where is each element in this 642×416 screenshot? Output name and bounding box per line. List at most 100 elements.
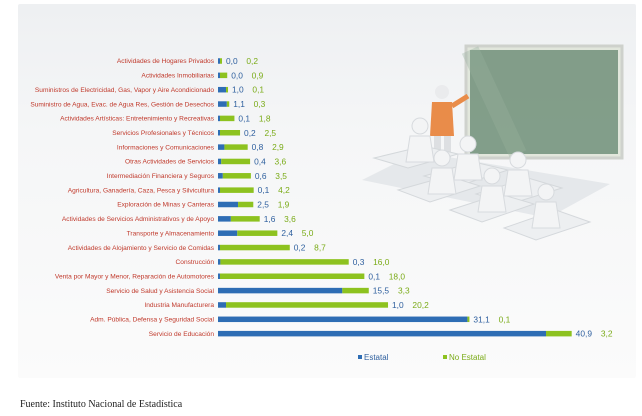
value-label-no-estatal: 3,2 [601, 329, 613, 339]
category-label: Suministro de Agua, Evac. de Agua Res, G… [30, 101, 214, 108]
legend-label: No Estatal [449, 353, 486, 362]
bar-estatal [218, 144, 225, 150]
value-label-estatal: 0,3 [353, 257, 365, 267]
bar-no-estatal [220, 259, 349, 265]
source-note: Fuente: Instituto Nacional de Estadístic… [20, 399, 183, 410]
value-label-no-estatal: 18,0 [389, 271, 406, 281]
value-label-no-estatal: 3,6 [284, 214, 296, 224]
value-label-estatal: 31,1 [473, 314, 490, 324]
category-label: Actividades Inmobiliarias [141, 73, 214, 80]
bar-estatal [218, 58, 220, 64]
value-label-estatal: 0,2 [294, 243, 306, 253]
category-label: Servicio de Salud y Asistencia Social [106, 288, 214, 295]
bar-no-estatal [230, 216, 260, 222]
category-label: Otras Actividades de Servicios [125, 159, 215, 166]
bar-estatal [218, 230, 238, 236]
bar-estatal [218, 72, 220, 79]
bar-estatal [218, 287, 343, 294]
category-label: Servicio de Educación [149, 331, 215, 338]
value-label-no-estatal: 8,7 [314, 243, 326, 253]
category-label: Exploración de Minas y Canteras [117, 202, 214, 209]
category-label: Construcción [176, 259, 215, 266]
bar-estatal [218, 115, 220, 122]
bar-estatal [218, 244, 220, 251]
value-label-estatal: 1,0 [392, 300, 404, 310]
bar-estatal [218, 259, 221, 265]
value-label-estatal: 0,1 [238, 113, 250, 123]
category-label: Industria Manufacturera [144, 302, 214, 309]
value-label-no-estatal: 0,2 [246, 56, 258, 66]
value-label-no-estatal: 0,9 [252, 70, 264, 80]
value-label-no-estatal: 2,5 [264, 128, 276, 138]
category-label: Informaciones y Comunicaciones [117, 144, 215, 151]
category-label: Transporte y Almacenamiento [127, 230, 215, 237]
value-label-estatal: 0,1 [368, 271, 380, 281]
bar-no-estatal [226, 86, 229, 93]
bar-no-estatal [342, 287, 369, 294]
bar-estatal [218, 173, 223, 179]
bar-estatal [218, 201, 239, 208]
category-label: Intermediación Financiera y Seguros [107, 173, 215, 180]
bar-estatal [218, 158, 222, 165]
bar-no-estatal [220, 130, 241, 136]
bar-no-estatal [220, 58, 222, 64]
value-label-estatal: 1,0 [232, 85, 244, 95]
bar-no-estatal [226, 101, 230, 107]
value-label-estatal: 0,4 [254, 156, 266, 166]
category-label: Actividades de Hogares Privados [117, 58, 215, 65]
bar-no-estatal [238, 201, 254, 208]
value-label-estatal: 0,0 [226, 56, 238, 66]
category-label: Actividades Artísticas: Entretenimiento … [60, 116, 215, 123]
bar-no-estatal [224, 144, 248, 150]
bar-no-estatal [221, 158, 251, 165]
value-label-estatal: 2,5 [257, 200, 269, 210]
value-label-no-estatal: 0,3 [254, 99, 266, 109]
bar-estatal [218, 130, 220, 136]
value-label-no-estatal: 0,1 [499, 314, 511, 324]
value-label-no-estatal: 0,1 [252, 85, 264, 95]
category-label: Suministros de Electricidad, Gas, Vapor … [35, 87, 214, 94]
category-label: Actividades de Servicios Administrativos… [62, 216, 214, 223]
value-label-no-estatal: 1,8 [259, 113, 271, 123]
bar-estatal [218, 216, 231, 222]
value-label-no-estatal: 5,0 [302, 228, 314, 238]
bar-no-estatal [237, 230, 278, 236]
bar-no-estatal [222, 173, 251, 179]
value-label-no-estatal: 3,3 [398, 286, 410, 296]
bar-no-estatal [220, 115, 235, 122]
legend-swatch [443, 355, 447, 359]
value-label-no-estatal: 20,2 [412, 300, 429, 310]
bar-no-estatal [220, 244, 290, 251]
category-label: Agricultura, Ganadería, Caza, Pesca y Si… [68, 187, 215, 194]
legend: Estatal No Estatal [358, 353, 486, 362]
category-label: Venta por Mayor y Menor, Reparación de A… [55, 273, 215, 280]
bar-estatal [218, 316, 468, 323]
legend-estatal: Estatal [358, 353, 389, 362]
bar-chart: Actividades de Hogares Privados Actividad… [30, 56, 613, 362]
bar-no-estatal [220, 72, 228, 79]
value-label-estatal: 0,8 [252, 142, 264, 152]
value-label-estatal: 1,1 [233, 99, 245, 109]
value-label-estatal: 1,6 [264, 214, 276, 224]
value-label-estatal: 15,5 [373, 286, 390, 296]
bar-estatal [218, 187, 220, 193]
bar-estatal [218, 330, 547, 337]
value-label-no-estatal: 2,9 [272, 142, 284, 152]
bar-no-estatal [467, 316, 470, 323]
value-label-no-estatal: 16,0 [373, 257, 390, 267]
legend-label: Estatal [364, 353, 389, 362]
value-label-estatal: 2,4 [281, 228, 293, 238]
value-label-estatal: 0,0 [231, 70, 243, 80]
category-label: Actividades de Alojamiento y Servicio de… [68, 245, 215, 252]
value-label-estatal: 0,1 [258, 185, 270, 195]
bar-no-estatal [546, 330, 572, 337]
category-label: Adm. Pública, Defensa y Seguridad Social [90, 317, 214, 324]
legend-swatch [358, 355, 362, 359]
value-label-estatal: 0,2 [244, 128, 256, 138]
classroom-illustration [362, 44, 624, 241]
bar-no-estatal [226, 302, 389, 308]
value-label-no-estatal: 3,6 [274, 156, 286, 166]
bar-estatal [218, 302, 227, 308]
legend-no-estatal: No Estatal [443, 353, 486, 362]
value-label-estatal: 0,6 [255, 171, 267, 181]
